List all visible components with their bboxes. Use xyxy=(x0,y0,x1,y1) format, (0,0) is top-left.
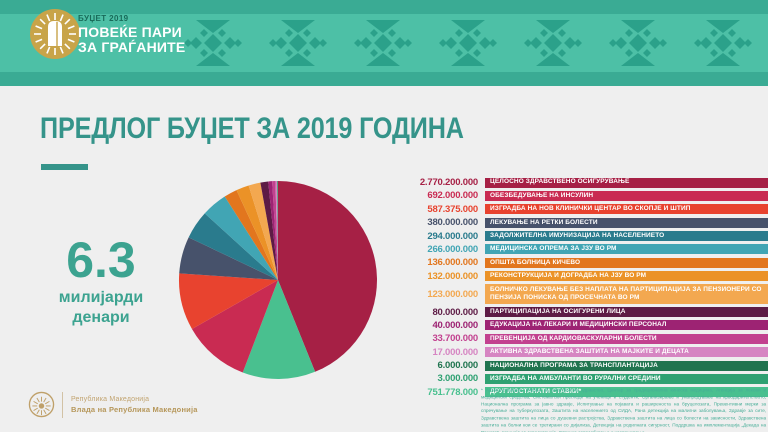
budget-bar: ЦЕЛОСНО ЗДРАВСТВЕНО ОСИГУРУВАЊЕ xyxy=(485,177,768,188)
budget-bar: ОБЕЗБЕДУВАЊЕ НА ИНСУЛИН xyxy=(485,190,768,201)
budget-row: 294.000.000 ЗАДОЛЖИТЕЛНА ИМУНИЗАЦИЈА НА Н… xyxy=(406,231,768,242)
pie-slice xyxy=(275,181,278,280)
header-text-block: БУЏЕТ 2019 ПОВЕЌЕ ПАРИ ЗА ГРАЃАНИТЕ xyxy=(78,14,185,55)
budget-amount: 587.375.000 xyxy=(427,203,478,215)
kilim-motif-icon xyxy=(354,20,412,66)
kilim-motif-icon xyxy=(694,20,752,66)
budget-bar: ЛЕКУВАЊЕ НА РЕТКИ БОЛЕСТИ xyxy=(485,217,768,228)
budget-bar: ЗАДОЛЖИТЕЛНА ИМУНИЗАЦИЈА НА НАСЕЛЕНИЕТО xyxy=(485,231,768,242)
budget-row: 80.000.000 ПАРТИЦИПАЦИЈА НА ОСИГУРЕНИ ЛИЦ… xyxy=(406,307,768,318)
kilim-pattern xyxy=(183,20,768,66)
budget-amount: 266.000.000 xyxy=(427,243,478,255)
slogan-line-1: ПОВЕЌЕ ПАРИ xyxy=(78,24,182,40)
budget-row: 266.000.000 МЕДИЦИНСКА ОПРЕМА ЗА ЈЗУ ВО Р… xyxy=(406,244,768,255)
budget-door-logo-icon xyxy=(30,9,80,59)
budget-amount: 692.000.000 xyxy=(427,190,478,202)
budget-amount: 2.770.200.000 xyxy=(419,177,478,188)
budget-bar: ИЗГРАДБА НА АМБУЛАНТИ ВО РУРАЛНИ СРЕДИНИ xyxy=(485,373,768,384)
budget-bar: ПАРТИЦИПАЦИЈА НА ОСИГУРЕНИ ЛИЦА xyxy=(485,307,768,318)
budget-bar: ПРЕВЕНЦИЈА ОД КАРДИОВАСКУЛАРНИ БОЛЕСТИ xyxy=(485,333,768,344)
budget-row: 136.000.000 ОПШТА БОЛНИЦА КИЧЕВО xyxy=(406,257,768,268)
pie-slice xyxy=(278,181,378,372)
budget-row: 587.375.000 ИЗГРАДБА НА НОВ КЛИНИЧКИ ЦЕНТ… xyxy=(406,204,768,215)
budget-amount: 132.000.000 xyxy=(427,270,478,282)
budget-bar: ДРУГИ/ОСТАНАТИ СТАВКИ* xyxy=(485,387,768,398)
page-title: ПРЕДЛОГ БУЏЕТ ЗА 2019 ГОДИНА xyxy=(40,112,464,145)
pie-slice xyxy=(204,196,278,280)
header-band xyxy=(0,14,768,72)
budget-amount: 17.000.000 xyxy=(432,346,478,358)
footer-text-block: Република Македонија Влада на Република … xyxy=(71,396,198,414)
budget-row: 123.000.000 БОЛНИЧКО ЛЕКУВАЊЕ БЕЗ НАПЛАТА… xyxy=(406,284,768,305)
budget-bar: БОЛНИЧКО ЛЕКУВАЊЕ БЕЗ НАПЛАТА НА ПАРТИЦИ… xyxy=(485,284,768,305)
budget-bar: ЕДУКАЦИЈА НА ЛЕКАРИ И МЕДИЦИНСКИ ПЕРСОНА… xyxy=(485,320,768,331)
budget-row: 33.700.000 ПРЕВЕНЦИЈА ОД КАРДИОВАСКУЛАРНИ… xyxy=(406,333,768,344)
budget-amount: 136.000.000 xyxy=(427,257,478,269)
budget-amount: 380.000.000 xyxy=(427,217,478,229)
budget-amount: 40.000.000 xyxy=(432,319,478,331)
budget-row: 751.778.000 ДРУГИ/ОСТАНАТИ СТАВКИ* xyxy=(406,387,768,398)
budget-amount: 3.000.000 xyxy=(437,373,479,385)
footer-country: Република Македонија xyxy=(71,395,150,403)
budget-bar: АКТИВНА ЗДРАВСТВЕНА ЗАШТИТА НА МАЈКИТЕ И… xyxy=(485,347,768,358)
budget-pie-chart xyxy=(178,180,378,379)
budget-amount: 294.000.000 xyxy=(427,230,478,242)
kilim-motif-icon xyxy=(439,20,497,66)
slogan-line-2: ЗА ГРАЃАНИТЕ xyxy=(78,39,186,55)
budget-row: 2.770.200.000 ЦЕЛОСНО ЗДРАВСТВЕНО ОСИГУРУ… xyxy=(406,177,768,188)
budget-row: 40.000.000 ЕДУКАЦИЈА НА ЛЕКАРИ И МЕДИЦИНС… xyxy=(406,320,768,331)
header-top-strip xyxy=(0,0,768,14)
budget-amount: 33.700.000 xyxy=(432,333,478,345)
budget-bar: ИЗГРАДБА НА НОВ КЛИНИЧКИ ЦЕНТАР ВО СКОПЈ… xyxy=(485,204,768,215)
pie-slice xyxy=(191,280,278,373)
budget-amount: 80.000.000 xyxy=(432,306,478,318)
budget-bar: РЕКОНСТРУКЦИЈА И ДОГРАДБА НА ЈЗУ ВО РМ xyxy=(485,271,768,282)
kilim-motif-icon xyxy=(269,20,327,66)
pie-slice xyxy=(224,190,278,280)
kilim-motif-icon xyxy=(524,20,582,66)
budget-amount: 6.000.000 xyxy=(437,360,479,372)
kilim-motif-icon xyxy=(184,20,242,66)
budget-row: 3.000.000 ИЗГРАДБА НА АМБУЛАНТИ ВО РУРАЛН… xyxy=(406,373,768,384)
government-emblem-icon xyxy=(28,391,55,418)
pie-slice xyxy=(179,237,278,280)
footer-divider xyxy=(62,391,63,418)
title-underline xyxy=(41,164,88,170)
budget-row: 132.000.000 РЕКОНСТРУКЦИЈА И ДОГРАДБА НА … xyxy=(406,271,768,282)
budget-row: 17.000.000 АКТИВНА ЗДРАВСТВЕНА ЗАШТИТА НА… xyxy=(406,347,768,358)
budget-year-kicker: БУЏЕТ 2019 xyxy=(78,14,129,23)
pie-slice xyxy=(188,213,278,280)
budget-row: 6.000.000 НАЦИОНАЛНА ПРОГРАМА ЗА ТРАНСПЛА… xyxy=(406,360,768,371)
total-number: 6.3 xyxy=(66,232,136,288)
pie-slice xyxy=(277,180,278,280)
pie-slice xyxy=(268,181,278,280)
total-unit-2: денари xyxy=(72,309,130,326)
footnote: * Администрација, Управа за електронско … xyxy=(481,387,767,432)
header-bottom-strip xyxy=(0,72,768,86)
government-footer: Република Македонија Влада на Република … xyxy=(28,391,198,418)
budget-bar: НАЦИОНАЛНА ПРОГРАМА ЗА ТРАНСПЛАНТАЦИЈА xyxy=(485,360,768,371)
budget-amount: 751.778.000 xyxy=(427,386,478,398)
pie-slice xyxy=(242,280,316,379)
kilim-motif-icon xyxy=(609,20,667,66)
budget-row: 692.000.000 ОБЕЗБЕДУВАЊЕ НА ИНСУЛИН xyxy=(406,190,768,201)
total-unit-1: милијарди xyxy=(58,289,144,306)
budget-list: 2.770.200.000 ЦЕЛОСНО ЗДРАВСТВЕНО ОСИГУРУ… xyxy=(406,177,768,398)
footer-government: Влада на Република Македонија xyxy=(71,404,198,414)
pie-slice xyxy=(272,181,278,280)
budget-amount: 123.000.000 xyxy=(427,288,478,300)
pie-slice xyxy=(260,181,278,280)
budget-row: 380.000.000 ЛЕКУВАЊЕ НА РЕТКИ БОЛЕСТИ xyxy=(406,217,768,228)
pie-slice xyxy=(178,273,278,329)
budget-bar: ОПШТА БОЛНИЦА КИЧЕВО xyxy=(485,257,768,268)
pie-slice xyxy=(236,185,278,280)
total-callout: 6.3 милијарди денари xyxy=(36,234,166,326)
budget-bar: МЕДИЦИНСКА ОПРЕМА ЗА ЈЗУ ВО РМ xyxy=(485,244,768,255)
pie-slice xyxy=(248,182,278,280)
